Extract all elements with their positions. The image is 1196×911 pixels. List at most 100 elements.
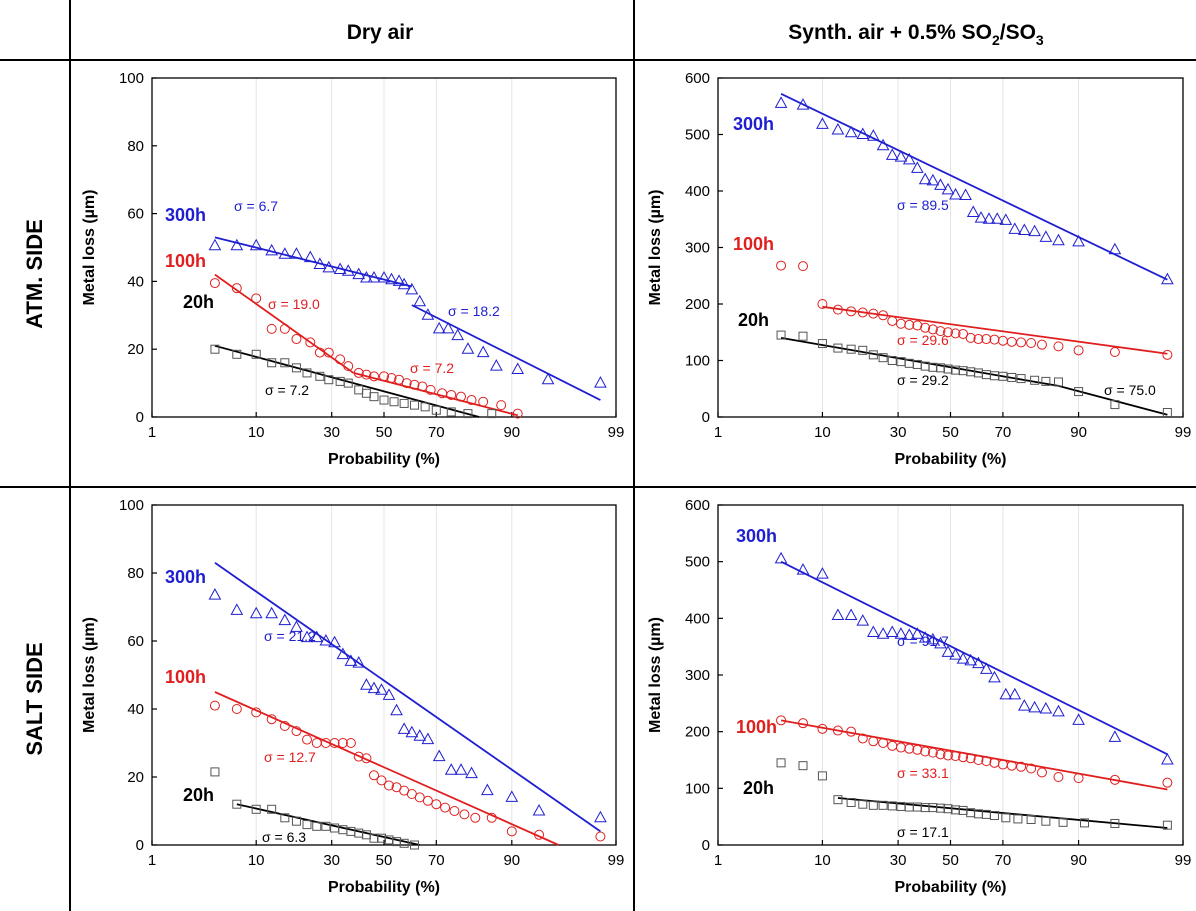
data-point-300h [918,631,932,643]
x-tick-label: 1 [714,852,722,869]
data-point-300h [405,282,419,295]
data-point-100h [209,278,220,289]
data-point-20h [951,805,961,815]
data-point-20h [1013,814,1023,824]
y-tick-label: 400 [685,183,710,200]
data-point-20h [858,799,868,809]
chart-salt-so2: 0 100 200 300 400 500 600 1 10 30 50 70 90 99 Probabil… [647,497,1191,896]
data-point-20h [1007,372,1017,382]
series-label-300h: 300h [733,114,774,134]
data-point-100h [1053,341,1064,352]
data-point-300h [941,645,955,657]
data-point-100h [209,700,220,711]
data-point-300h [454,763,468,775]
data-point-100h [379,371,389,382]
data-point-100h [1073,345,1084,356]
series-100h: 100h σ = 12.7 [165,667,606,846]
data-point-300h [421,308,435,320]
data-point-20h [776,758,786,768]
x-tick-label: 90 [503,852,520,869]
data-point-100h [291,726,302,737]
data-point-100h [459,809,470,820]
data-point-300h [999,687,1013,700]
data-point-20h [1041,376,1051,386]
data-point-20h [1041,816,1051,826]
data-point-100h [1162,349,1173,360]
data-point-20h [431,405,441,415]
fit-line-20h [837,797,1168,829]
series-100h: 100h σ = 33.1 [736,715,1173,791]
y-tick-label: 0 [136,837,144,854]
data-point-300h [941,182,955,195]
data-point-20h [446,407,456,417]
data-point-100h [832,725,843,736]
data-point-20h [267,358,277,368]
data-point-300h [918,172,932,185]
data-point-20h [232,799,242,809]
data-point-300h [979,662,993,674]
data-point-100h [251,293,262,304]
data-point-100h [798,718,809,729]
data-point-300h [1039,701,1053,714]
x-axis-title: Probability (%) [328,451,440,468]
data-point-100h [973,334,984,345]
data-point-300h [1108,242,1122,255]
data-point-100h [942,750,953,761]
data-point-300h [303,250,317,263]
fit-line-100h [822,305,1168,355]
series-100h: 100h σ = 29.6 [733,234,1173,360]
data-point-300h [461,342,475,354]
data-point-20h [389,397,399,407]
data-point-20h [354,385,364,395]
data-point-100h [401,378,412,389]
data-point-300h [532,803,546,816]
data-point-100h [368,770,379,781]
data-point-100h [832,304,843,315]
data-point-100h [887,315,898,326]
data-point-300h [964,653,978,666]
sigma-annotation-20h: σ = 29.2 [897,372,949,388]
data-point-300h [885,148,899,160]
data-point-100h [470,812,481,823]
data-point-100h [266,714,277,725]
data-point-20h [1074,387,1084,397]
data-point-20h [487,409,497,419]
y-tick-label: 100 [685,780,710,797]
data-point-100h [376,775,387,786]
row-header-atm-side: ATM. SIDE [22,219,47,329]
data-point-100h [857,733,868,744]
column-header-sub-3: 3 [1036,32,1044,48]
sigma-annotation-100h: σ = 33.1 [897,765,949,781]
data-point-300h [341,264,355,276]
data-point-300h [310,630,324,643]
data-point-300h [397,722,411,734]
column-header-synth-air: Synth. air + 0.5% SO2/SO3 [788,21,1044,48]
data-point-300h [959,188,972,201]
data-point-100h [857,307,868,318]
series-label-20h: 20h [183,292,214,312]
data-point-20h [1026,815,1036,824]
data-point-100h [1036,767,1047,778]
data-point-100h [1073,773,1084,784]
y-tick-label: 20 [127,341,144,358]
x-tick-label: 90 [503,424,520,441]
data-point-100h [989,334,1000,345]
data-point-20h [463,409,473,419]
data-point-300h [594,810,607,823]
sigma-annotation-100h: σ = 29.6 [897,332,949,348]
data-point-300h [367,270,381,283]
x-tick-label: 70 [428,852,445,869]
sigma-annotation-20h: σ = 75.0 [1104,382,1156,398]
data-point-300h [360,270,373,283]
data-point-300h [1008,222,1022,234]
data-point-20h [868,800,878,810]
data-point-20h [324,375,334,385]
data-point-20h [361,388,371,398]
data-point-100h [895,742,906,753]
data-point-100h [409,379,420,390]
data-point-100h [1162,777,1173,788]
data-point-20h [1162,407,1172,417]
x-tick-label: 10 [814,852,831,869]
x-tick-label: 30 [323,852,340,869]
series-label-300h: 300h [165,567,206,587]
